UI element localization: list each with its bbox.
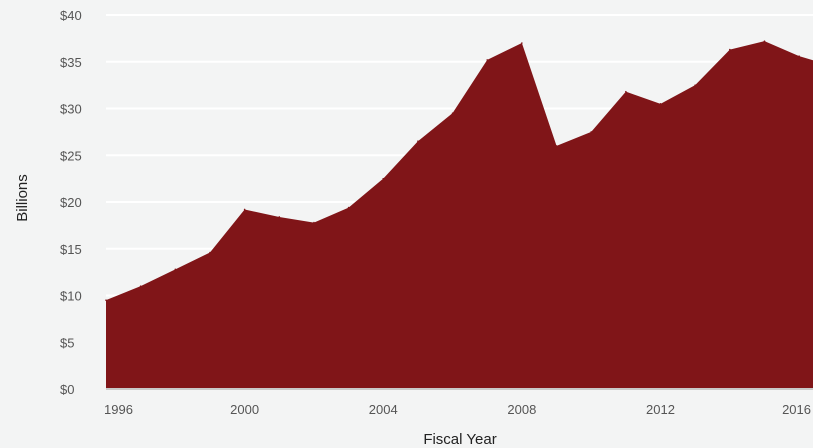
data-point: [451, 112, 454, 114]
y-tick-label: $15: [60, 242, 82, 257]
y-tick-label: $40: [60, 8, 82, 23]
data-point: [174, 268, 177, 271]
y-tick-label: $35: [60, 55, 82, 70]
y-tick-label: $0: [60, 382, 74, 397]
y-axis-title: Billions: [14, 174, 31, 222]
data-point: [625, 90, 627, 93]
y-axis-ticks: $0 $5 $10 $15 $20 $25 $30 $35 $40: [60, 8, 82, 397]
data-point: [105, 299, 107, 301]
area-fill: [106, 41, 813, 389]
data-point: [763, 40, 766, 42]
x-axis-ticks: 1996 2000 2004 2008 2012 2016: [104, 402, 811, 417]
data-point: [382, 177, 385, 180]
x-tick-label: 2004: [369, 402, 398, 417]
data-point: [694, 84, 696, 86]
data-point: [659, 103, 662, 105]
x-tick-label: 2008: [507, 402, 536, 417]
y-tick-label: $20: [60, 195, 82, 210]
data-point: [555, 145, 558, 147]
y-tick-label: $25: [60, 148, 82, 163]
x-axis-title: Fiscal Year: [423, 431, 496, 448]
data-point: [521, 42, 523, 44]
area-series: [105, 40, 813, 390]
data-point: [798, 55, 800, 57]
data-point: [347, 206, 350, 209]
x-tick-label: 2000: [230, 402, 259, 417]
y-tick-label: $5: [60, 335, 74, 350]
data-point: [243, 208, 246, 211]
x-tick-label: 1996: [104, 402, 133, 417]
data-point: [486, 59, 489, 61]
data-point: [313, 221, 315, 224]
y-tick-label: $30: [60, 102, 82, 117]
y-tick-label: $10: [60, 289, 82, 304]
data-point: [590, 131, 592, 133]
x-tick-label: 2016: [782, 402, 811, 417]
data-point: [139, 285, 142, 287]
data-point: [278, 216, 281, 218]
data-point: [209, 251, 211, 254]
data-point: [417, 140, 419, 143]
data-point: [729, 48, 731, 51]
x-tick-label: 2012: [646, 402, 675, 417]
